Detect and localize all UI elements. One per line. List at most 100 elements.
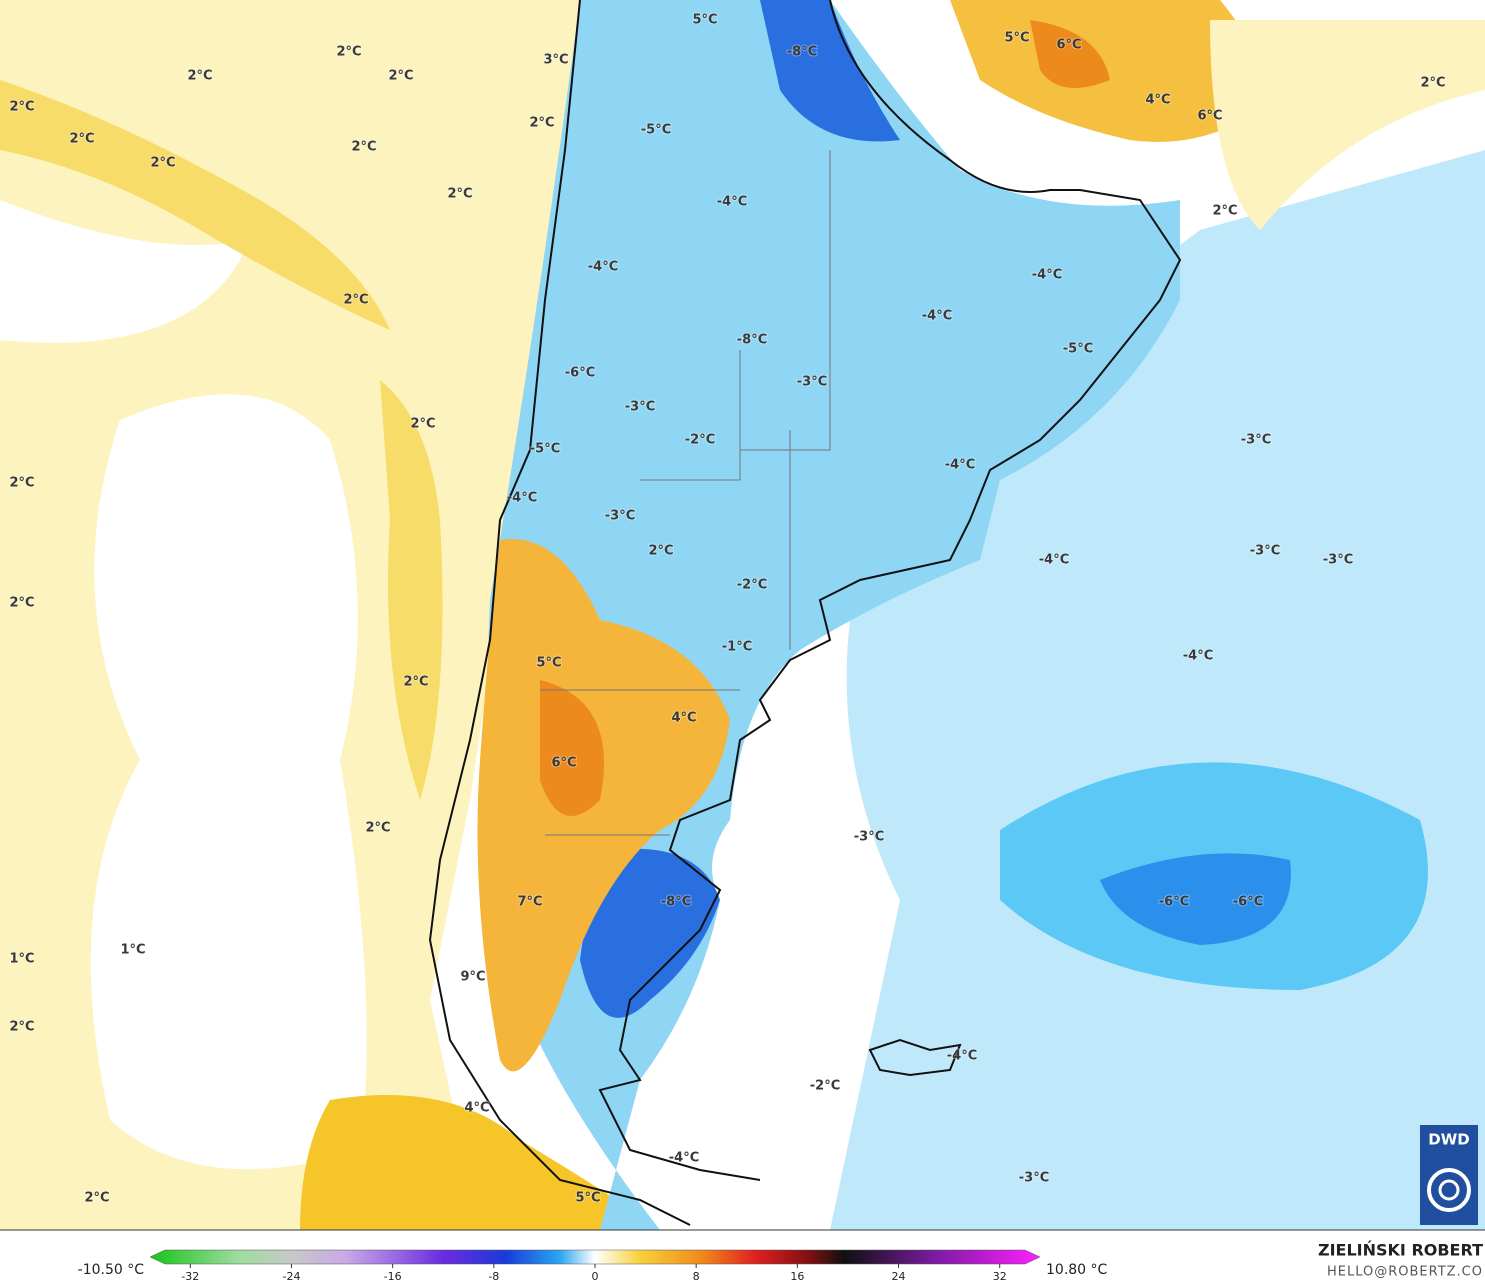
temperature-label: -3°C bbox=[1250, 544, 1280, 559]
temperature-label: -6°C bbox=[1159, 895, 1189, 910]
brazil-neutral bbox=[1210, 20, 1485, 230]
temperature-label: 2°C bbox=[1420, 76, 1445, 91]
temperature-label: 2°C bbox=[150, 156, 175, 171]
province-borders bbox=[540, 150, 831, 836]
brazil-warm-core bbox=[1030, 20, 1110, 88]
colorbar: -32 -24 -16 -8 0 8 16 24 32 bbox=[149, 1249, 1041, 1283]
pacific-neutral bbox=[0, 200, 250, 343]
land-warm bbox=[477, 539, 730, 1072]
credit-email: HELLO@ROBERTZ.CO bbox=[1327, 1265, 1483, 1280]
logo-icon bbox=[1427, 1168, 1471, 1212]
temperature-label: -3°C bbox=[1241, 433, 1271, 448]
temperature-label: 2°C bbox=[9, 596, 34, 611]
temperature-label: -4°C bbox=[1039, 553, 1069, 568]
temperature-label: 2°C bbox=[403, 675, 428, 690]
temperature-label: 7°C bbox=[517, 895, 542, 910]
warm-band bbox=[380, 380, 443, 800]
temperature-label: 2°C bbox=[648, 544, 673, 559]
temperature-label: -2°C bbox=[685, 433, 715, 448]
temperature-label: 6°C bbox=[1056, 38, 1081, 53]
temperature-label: -4°C bbox=[588, 260, 618, 275]
temperature-label: 3°C bbox=[543, 53, 568, 68]
land-cold-core bbox=[580, 848, 720, 1018]
temperature-label: -4°C bbox=[1032, 268, 1062, 283]
temperature-label: 4°C bbox=[464, 1101, 489, 1116]
coastline bbox=[428, 0, 1182, 1226]
temperature-label: 2°C bbox=[365, 821, 390, 836]
atlantic-cold-core bbox=[1100, 853, 1291, 945]
colorbar-tick-label: 8 bbox=[693, 1270, 700, 1283]
temperature-label: 6°C bbox=[551, 756, 576, 771]
temperature-label: -8°C bbox=[737, 333, 767, 348]
logo-text: DWD bbox=[1428, 1131, 1469, 1149]
temperature-label: -3°C bbox=[1323, 553, 1353, 568]
temperature-label: 2°C bbox=[84, 1191, 109, 1206]
temperature-label: -5°C bbox=[1063, 342, 1093, 357]
temperature-label: 5°C bbox=[692, 13, 717, 28]
legend-min: -10.50 °C bbox=[78, 1262, 145, 1278]
warm-band bbox=[0, 80, 390, 330]
land-warm-core bbox=[540, 680, 604, 816]
temperature-label: -2°C bbox=[737, 578, 767, 593]
temperature-label: -4°C bbox=[717, 195, 747, 210]
temperature-label: -4°C bbox=[1183, 649, 1213, 664]
colorbar-tick-label: 16 bbox=[790, 1270, 804, 1283]
colorbar-tick-label: 32 bbox=[993, 1270, 1007, 1283]
temperature-label: 6°C bbox=[1197, 109, 1222, 124]
temperature-label: -4°C bbox=[669, 1151, 699, 1166]
pacific-neutral bbox=[90, 394, 367, 1170]
colorbar-tick-label: -32 bbox=[181, 1270, 199, 1283]
colorbar-body bbox=[149, 1249, 1041, 1265]
temperature-label: -6°C bbox=[565, 366, 595, 381]
temperature-label: 2°C bbox=[9, 1020, 34, 1035]
temperature-label: -2°C bbox=[810, 1079, 840, 1094]
temperature-label: 9°C bbox=[460, 970, 485, 985]
temperature-label: 2°C bbox=[187, 69, 212, 84]
temperature-label: 2°C bbox=[9, 476, 34, 491]
temperature-label: 2°C bbox=[388, 69, 413, 84]
colorbar-tick-label: 24 bbox=[892, 1270, 906, 1283]
colorbar-tick-label: -24 bbox=[282, 1270, 300, 1283]
temperature-label: 2°C bbox=[410, 417, 435, 432]
temperature-label: -3°C bbox=[605, 509, 635, 524]
temperature-label: 2°C bbox=[336, 45, 361, 60]
temperature-label: -4°C bbox=[945, 458, 975, 473]
colorbar-tick-label: -8 bbox=[488, 1270, 499, 1283]
temperature-label: -3°C bbox=[1019, 1171, 1049, 1186]
logo-icon bbox=[1438, 1179, 1460, 1201]
temperature-label: 5°C bbox=[1004, 31, 1029, 46]
temperature-label: -4°C bbox=[947, 1049, 977, 1064]
temperature-labels: 2°C 2°C 2°C 3°C 5°C -8°C 5°C 6°C 2°C 2°C 2°C 2°C 2°C… bbox=[8, 12, 1446, 1207]
colorbar-tick-label: -16 bbox=[384, 1270, 402, 1283]
temperature-label: 4°C bbox=[671, 711, 696, 726]
temperature-label: 2°C bbox=[343, 293, 368, 308]
temperature-label: -3°C bbox=[797, 375, 827, 390]
temperature-label: -5°C bbox=[530, 442, 560, 457]
temperature-label: -4°C bbox=[507, 491, 537, 506]
temperature-label: 5°C bbox=[575, 1191, 600, 1206]
temperature-label: 1°C bbox=[9, 952, 34, 967]
temperature-label: 2°C bbox=[69, 132, 94, 147]
temperature-label: -8°C bbox=[787, 45, 817, 60]
temperature-label: 2°C bbox=[351, 140, 376, 155]
temperature-label: 5°C bbox=[536, 656, 561, 671]
temperature-label: -4°C bbox=[922, 309, 952, 324]
warm-band bbox=[300, 1095, 660, 1230]
temperature-label: -3°C bbox=[854, 830, 884, 845]
falklands bbox=[868, 1038, 962, 1077]
temperature-label: 2°C bbox=[9, 100, 34, 115]
temperature-label: 4°C bbox=[1145, 93, 1170, 108]
legend-max: 10.80 °C bbox=[1046, 1262, 1108, 1278]
temperature-label: -5°C bbox=[641, 123, 671, 138]
land-cold-core bbox=[760, 0, 900, 142]
temperature-label: -8°C bbox=[661, 895, 691, 910]
map bbox=[0, 0, 1485, 1230]
temperature-label: 1°C bbox=[120, 943, 145, 958]
temperature-label: 2°C bbox=[447, 187, 472, 202]
temperature-label: -3°C bbox=[625, 400, 655, 415]
temperature-label: 2°C bbox=[529, 116, 554, 131]
credit-author: ZIELIŃSKI ROBERT bbox=[1318, 1241, 1483, 1260]
temperature-label: 2°C bbox=[1212, 204, 1237, 219]
temperature-label: -6°C bbox=[1233, 895, 1263, 910]
